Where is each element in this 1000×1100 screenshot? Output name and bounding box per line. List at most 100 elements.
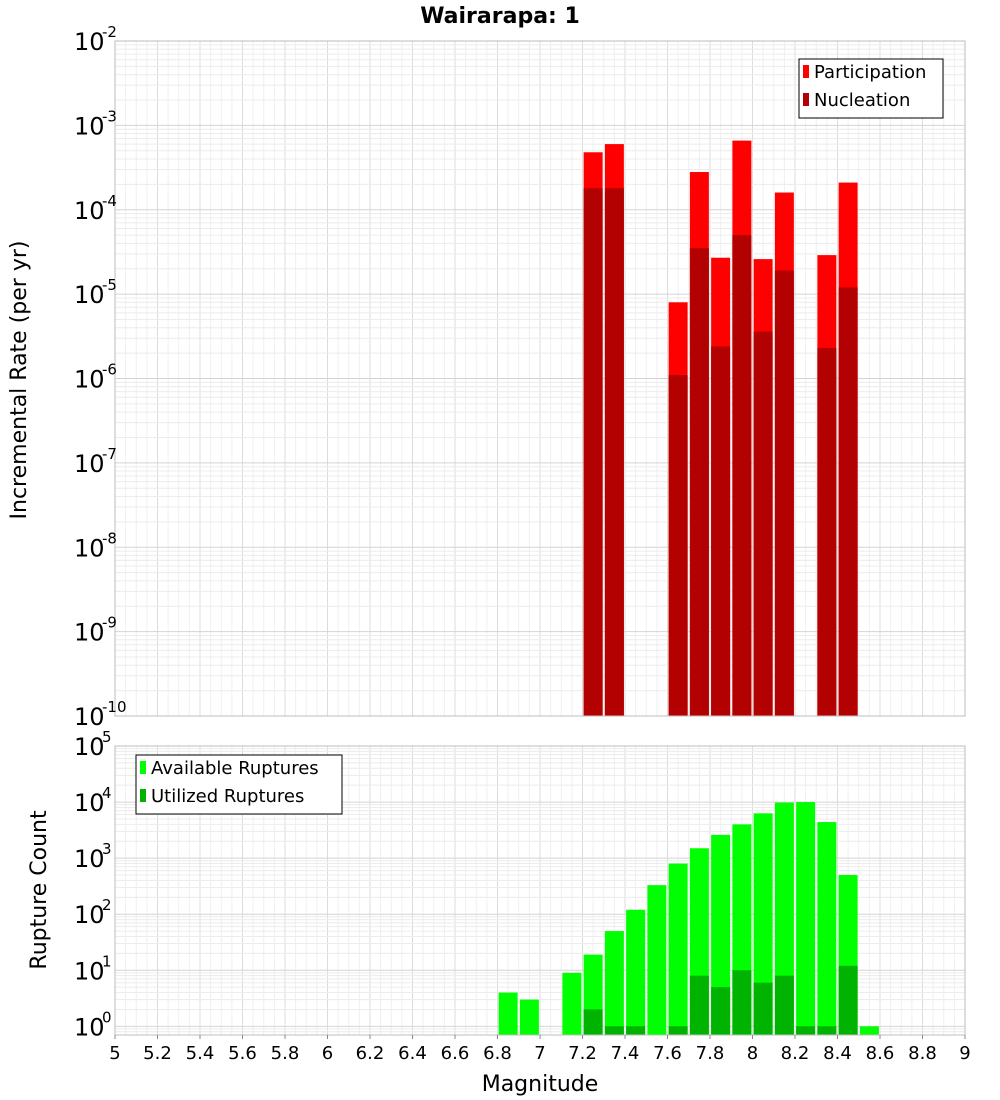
top-legend-swatch <box>803 93 809 106</box>
top-y-tick-exponent: -5 <box>102 276 117 294</box>
top-y-tick-label: 10 <box>74 534 105 562</box>
bottom-bar-available-ruptures <box>604 931 624 1035</box>
top-legend-swatch <box>803 65 809 78</box>
bottom-y-tick-label: 10 <box>74 789 105 817</box>
bottom-bar-available-ruptures <box>519 999 539 1035</box>
top-bar-nucleation <box>774 270 794 716</box>
bottom-bar-utilized-ruptures <box>753 982 773 1035</box>
bottom-y-tick-exponent: 4 <box>102 784 112 802</box>
x-tick-label: 8.2 <box>781 1043 810 1064</box>
top-bar-nucleation <box>668 375 688 716</box>
bottom-bar-available-ruptures <box>711 834 731 1035</box>
bottom-y-tick-exponent: 1 <box>102 952 112 970</box>
bottom-bar-available-ruptures <box>859 1026 879 1035</box>
top-bar-nucleation <box>838 287 858 716</box>
x-tick-label: 6.4 <box>398 1043 427 1064</box>
top-legend <box>798 58 944 119</box>
bottom-bar-utilized-ruptures <box>838 965 858 1035</box>
top-legend-label: Nucleation <box>814 90 910 111</box>
bottom-bar-utilized-ruptures <box>817 1026 837 1035</box>
top-y-axis-label: Incremental Rate (per yr) <box>7 241 32 520</box>
bottom-bar-utilized-ruptures <box>668 1026 688 1035</box>
x-tick-label: 9 <box>959 1043 970 1064</box>
x-tick-label: 5.4 <box>186 1043 215 1064</box>
bottom-bar-utilized-ruptures <box>689 975 709 1035</box>
bottom-legend-label: Available Ruptures <box>151 758 319 779</box>
bottom-y-tick-label: 10 <box>74 845 105 873</box>
bottom-bar-utilized-ruptures <box>604 1026 624 1035</box>
top-bar-nucleation <box>583 188 603 717</box>
x-tick-label: 7.6 <box>653 1043 682 1064</box>
x-tick-label: 6 <box>322 1043 333 1064</box>
top-y-tick-label: 10 <box>74 366 105 394</box>
bottom-bar-available-ruptures <box>753 813 773 1035</box>
top-y-tick-label: 10 <box>74 197 105 225</box>
x-tick-label: 7 <box>534 1043 545 1064</box>
top-bar-nucleation <box>711 346 731 716</box>
bottom-bar-available-ruptures <box>498 992 518 1035</box>
x-tick-label: 6.8 <box>483 1043 512 1064</box>
x-tick-label: 6.6 <box>441 1043 470 1064</box>
x-tick-label: 7.2 <box>568 1043 597 1064</box>
chart-title: Wairarapa: 1 <box>420 4 580 29</box>
top-bar-nucleation <box>604 188 624 717</box>
bottom-bar-utilized-ruptures <box>583 1009 603 1035</box>
bottom-bar-available-ruptures <box>647 885 667 1035</box>
bottom-y-tick-exponent: 3 <box>102 840 112 858</box>
bottom-y-tick-exponent: 2 <box>102 896 112 914</box>
x-tick-label: 5.2 <box>143 1043 172 1064</box>
bottom-legend-swatch <box>140 789 146 802</box>
bottom-bar-utilized-ruptures <box>732 970 752 1035</box>
top-y-tick-exponent: -6 <box>102 361 117 379</box>
top-y-tick-exponent: -7 <box>102 445 117 463</box>
x-tick-label: 5.8 <box>271 1043 300 1064</box>
bottom-bar-utilized-ruptures <box>626 1026 646 1035</box>
top-y-tick-exponent: -4 <box>102 192 117 210</box>
x-tick-label: 8.4 <box>823 1043 852 1064</box>
top-y-tick-exponent: -8 <box>102 529 117 547</box>
top-y-tick-exponent: -3 <box>102 107 117 125</box>
top-bar-nucleation <box>817 347 837 716</box>
x-tick-label: 5 <box>109 1043 120 1064</box>
bottom-y-axis-label: Rupture Count <box>27 810 52 970</box>
bottom-legend-swatch <box>140 761 146 774</box>
bottom-bar-available-ruptures <box>817 822 837 1035</box>
bottom-y-tick-exponent: 5 <box>102 728 112 746</box>
top-y-tick-label: 10 <box>74 619 105 647</box>
top-y-tick-exponent: -10 <box>102 698 127 716</box>
x-tick-label: 8.6 <box>866 1043 895 1064</box>
top-bar-nucleation <box>753 331 773 716</box>
top-y-tick-exponent: -2 <box>102 23 117 41</box>
bottom-bar-utilized-ruptures <box>796 1026 816 1035</box>
bottom-y-tick-label: 10 <box>74 1013 105 1041</box>
bottom-bar-available-ruptures <box>562 972 582 1035</box>
bottom-bar-available-ruptures <box>668 863 688 1035</box>
top-y-tick-label: 10 <box>74 112 105 140</box>
top-y-tick-label: 10 <box>74 28 105 56</box>
bottom-legend <box>135 754 343 815</box>
x-tick-label: 8 <box>747 1043 758 1064</box>
x-tick-label: 7.4 <box>611 1043 640 1064</box>
top-y-tick-label: 10 <box>74 450 105 478</box>
bottom-bar-available-ruptures <box>796 802 816 1035</box>
x-tick-label: 6.2 <box>356 1043 385 1064</box>
top-chart-panel: 10-210-310-410-510-610-710-810-910-10Par… <box>74 23 966 731</box>
top-bar-nucleation <box>689 248 709 717</box>
bottom-y-tick-label: 10 <box>74 901 105 929</box>
bottom-y-tick-label: 10 <box>74 957 105 985</box>
bottom-legend-label: Utilized Ruptures <box>151 786 304 807</box>
top-bar-nucleation <box>732 235 752 716</box>
bottom-bar-utilized-ruptures <box>774 975 794 1035</box>
x-tick-label: 5.6 <box>228 1043 257 1064</box>
bottom-bar-utilized-ruptures <box>711 987 731 1035</box>
top-y-tick-exponent: -9 <box>102 614 117 632</box>
top-legend-label: Participation <box>814 62 926 83</box>
bottom-y-tick-exponent: 0 <box>102 1008 112 1026</box>
x-axis-label: Magnitude <box>482 1072 599 1097</box>
x-tick-label: 8.8 <box>908 1043 937 1064</box>
top-y-tick-label: 10 <box>74 703 105 731</box>
bottom-y-tick-label: 10 <box>74 733 105 761</box>
x-tick-label: 7.8 <box>696 1043 725 1064</box>
